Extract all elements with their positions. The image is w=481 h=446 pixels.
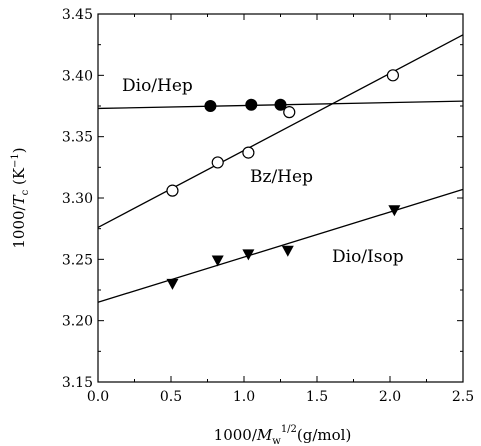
axis-ticks: 0.0 0.5 1.0 1.5 2.0 2.5 3.15 3.20 3.25 3.30 3.35 3.…	[62, 7, 474, 405]
fit-line-bz-hep	[97, 34, 464, 229]
y-axis-label: 1000/Tc (K−1)	[10, 147, 31, 248]
point-bz-hep	[166, 184, 179, 197]
point-bz-hep	[242, 146, 255, 159]
y-tick-label: 3.30	[62, 191, 93, 207]
point-dio-isop	[388, 205, 401, 217]
point-dio-isop	[242, 249, 255, 261]
x-tick-label: 0.5	[160, 389, 182, 405]
y-tick-label: 3.45	[62, 7, 93, 23]
y-tick-label: 3.15	[62, 375, 93, 391]
x-tick-label: 2.0	[379, 389, 401, 405]
x-tick-label: 2.5	[452, 389, 474, 405]
x-tick-label: 1.0	[233, 389, 255, 405]
point-dio-hep	[204, 100, 217, 112]
data-points	[166, 69, 401, 290]
point-dio-isop	[211, 255, 224, 267]
series-label-dio-hep: Dio/Hep	[122, 76, 193, 96]
series-label-bz-hep: Bz/Hep	[250, 167, 313, 187]
y-tick-label: 3.40	[62, 68, 93, 84]
point-dio-hep	[274, 98, 287, 111]
point-dio-hep	[245, 98, 258, 111]
point-dio-isop	[166, 278, 179, 290]
x-tick-label: 1.5	[306, 389, 328, 405]
point-dio-isop	[281, 245, 294, 257]
y-tick-label: 3.35	[62, 130, 93, 146]
x-tick-label: 0.0	[87, 389, 109, 405]
fit-line-dio-isop	[97, 188, 464, 303]
point-bz-hep	[283, 106, 296, 119]
series-label-dio-isop: Dio/Isop	[332, 247, 404, 267]
y-tick-label: 3.25	[62, 252, 93, 268]
point-bz-hep	[386, 69, 400, 82]
y-tick-label: 3.20	[62, 314, 93, 330]
x-axis-label: 1000/Mw1/2(g/mol)	[214, 424, 352, 446]
point-bz-hep	[211, 156, 224, 169]
